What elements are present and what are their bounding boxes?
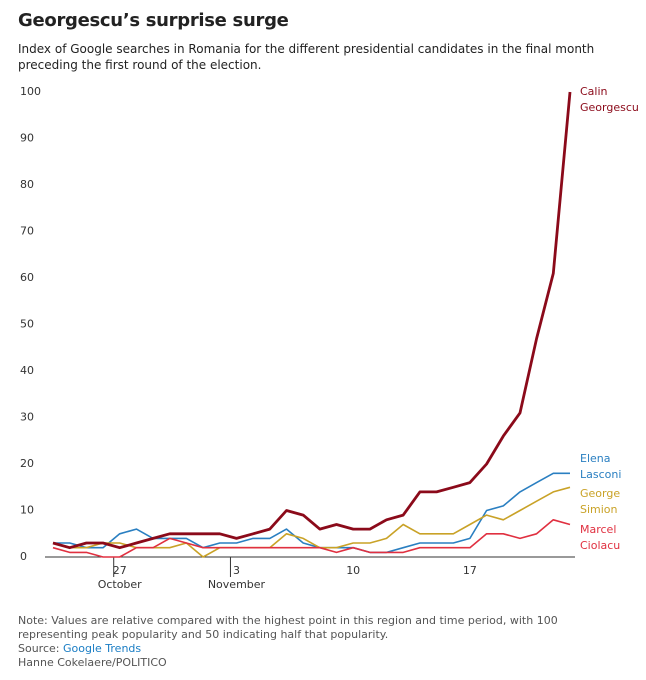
y-tick-label: 60 (20, 271, 34, 284)
footer: Note: Values are relative compared with … (18, 614, 628, 670)
legend-label-line: Lasconi (580, 468, 621, 481)
legend-label-line: George (580, 487, 620, 500)
series-line (53, 472, 570, 554)
legend-label: Marcel Ciolacu (580, 523, 620, 552)
source-link[interactable]: Google Trends (63, 642, 142, 655)
legend-label-line: Calin (580, 85, 608, 98)
legend-label-line: Simion (580, 503, 618, 516)
legend-label-line: Elena (580, 452, 611, 465)
y-tick-label: 10 (20, 504, 34, 517)
series-line (52, 91, 572, 550)
source-prefix: Source: (18, 642, 60, 655)
chart-title: Georgescu’s surprise surge (18, 10, 289, 31)
legend-label: George Simion (580, 487, 620, 516)
source-line: Source: Google Trends (18, 642, 628, 656)
y-tick-label: 50 (20, 318, 34, 331)
y-tick-label: 20 (20, 457, 34, 470)
x-tick-label: 27 (113, 564, 127, 577)
y-tick-label: 90 (20, 132, 34, 145)
x-tick-label: 10 (346, 564, 360, 577)
x-tick-label: 3 (233, 564, 240, 577)
y-tick-label: 30 (20, 411, 34, 424)
credit: Hanne Cokelaere/POLITICO (18, 656, 167, 669)
x-sublabel: October (98, 578, 142, 591)
legend-label-line: Marcel (580, 523, 616, 536)
legend-label-line: Ciolacu (580, 539, 620, 552)
x-tick-label: 17 (463, 564, 477, 577)
legend-label: Elena Lasconi (580, 452, 621, 481)
note: Note: Values are relative compared with … (18, 614, 558, 641)
y-tick-label: 100 (20, 85, 41, 98)
legend-label: Calin Georgescu (580, 85, 639, 114)
y-tick-label: 0 (20, 550, 27, 563)
chart-subtitle: Index of Google searches in Romania for … (18, 42, 595, 72)
y-tick-label: 80 (20, 178, 34, 191)
y-tick-label: 70 (20, 225, 34, 238)
y-tick-label: 40 (20, 364, 34, 377)
legend-label-line: Georgescu (580, 101, 639, 114)
x-sublabel: November (208, 578, 266, 591)
series-line (52, 519, 571, 558)
